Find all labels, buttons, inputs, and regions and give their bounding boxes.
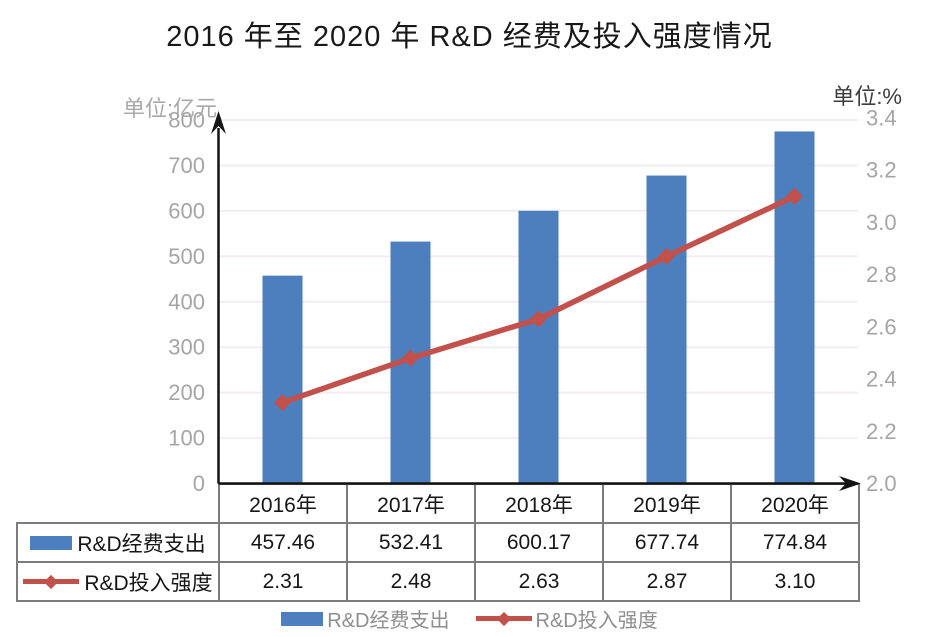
category-cell: 2019年 xyxy=(602,483,732,524)
right-axis-tick-labels: 3.43.23.02.82.62.42.22.0 xyxy=(866,106,897,497)
chart-legend: R&D经费支出 R&D投入强度 xyxy=(0,604,939,633)
value-cell: 774.84 xyxy=(730,522,860,563)
legend-item-line-series: R&D投入强度 xyxy=(475,604,658,633)
svg-text:3.2: 3.2 xyxy=(866,158,897,183)
line-series-swatch-icon xyxy=(23,574,80,590)
bar xyxy=(262,275,303,484)
value-cell: 457.46 xyxy=(218,522,348,563)
svg-text:300: 300 xyxy=(168,335,205,360)
diamond-marker xyxy=(658,247,675,265)
line-legend-swatch-icon xyxy=(475,611,532,627)
bar-legend-swatch-icon xyxy=(281,611,324,626)
value-cell: 2.31 xyxy=(218,561,348,602)
axes xyxy=(211,111,861,491)
svg-text:2.0: 2.0 xyxy=(866,471,897,496)
value-cell: 2.87 xyxy=(602,561,732,602)
diamond-marker xyxy=(786,187,803,205)
bar xyxy=(774,131,815,484)
diamond-marker xyxy=(274,394,291,412)
category-cell: 2016年 xyxy=(218,483,348,524)
value-cell: 2.63 xyxy=(474,561,604,602)
row-label-cell: R&D经费支出 xyxy=(16,522,220,563)
svg-text:2.6: 2.6 xyxy=(866,314,897,339)
category-row: 2016年 2017年 2018年 2019年 2020年 xyxy=(17,483,860,524)
legend-label: R&D投入强度 xyxy=(535,610,658,632)
line-series xyxy=(274,187,803,412)
row-label-cell: R&D投入强度 xyxy=(16,561,220,602)
chart-data-table: 2016年 2017年 2018年 2019年 2020年 R&D经费支出 45… xyxy=(16,483,860,602)
svg-text:100: 100 xyxy=(168,426,205,451)
legend-item-bar-series: R&D经费支出 xyxy=(281,604,450,633)
svg-text:3.0: 3.0 xyxy=(866,210,897,235)
value-cell: 3.10 xyxy=(730,561,860,602)
svg-text:400: 400 xyxy=(168,289,205,314)
value-cell: 677.74 xyxy=(602,522,732,563)
diamond-marker xyxy=(530,310,547,328)
table-row-line-series: R&D投入强度 2.31 2.48 2.63 2.87 3.10 xyxy=(16,561,860,602)
diamond-marker xyxy=(402,349,419,367)
svg-text:500: 500 xyxy=(168,244,205,269)
bar xyxy=(646,175,687,484)
bar xyxy=(518,210,559,484)
chart-title: 2016 年至 2020 年 R&D 经费及投入强度情况 xyxy=(166,21,773,53)
svg-text:2.4: 2.4 xyxy=(866,367,897,392)
svg-text:700: 700 xyxy=(168,153,205,178)
svg-text:2.8: 2.8 xyxy=(866,262,897,287)
row-label: R&D投入强度 xyxy=(84,571,213,595)
svg-text:200: 200 xyxy=(168,380,205,405)
bar-series xyxy=(262,131,815,484)
right-axis-unit-label: 单位:% xyxy=(832,84,902,109)
bar xyxy=(390,241,431,484)
gridlines xyxy=(218,119,858,440)
svg-text:600: 600 xyxy=(168,198,205,223)
value-cell: 2.48 xyxy=(346,561,476,602)
bar-series-swatch-icon xyxy=(30,535,73,550)
left-axis-unit-label: 单位:亿元 xyxy=(123,96,218,121)
table-corner-blank xyxy=(17,484,219,523)
category-cell: 2018年 xyxy=(474,483,604,524)
row-label: R&D经费支出 xyxy=(77,532,206,556)
table-row-bar-series: R&D经费支出 457.46 532.41 600.17 677.74 774.… xyxy=(16,522,860,563)
svg-text:2.2: 2.2 xyxy=(866,419,897,444)
value-cell: 532.41 xyxy=(346,522,476,563)
legend-label: R&D经费支出 xyxy=(327,610,450,632)
category-cell: 2017年 xyxy=(346,483,476,524)
value-cell: 600.17 xyxy=(474,522,604,563)
category-cell: 2020年 xyxy=(730,483,860,524)
